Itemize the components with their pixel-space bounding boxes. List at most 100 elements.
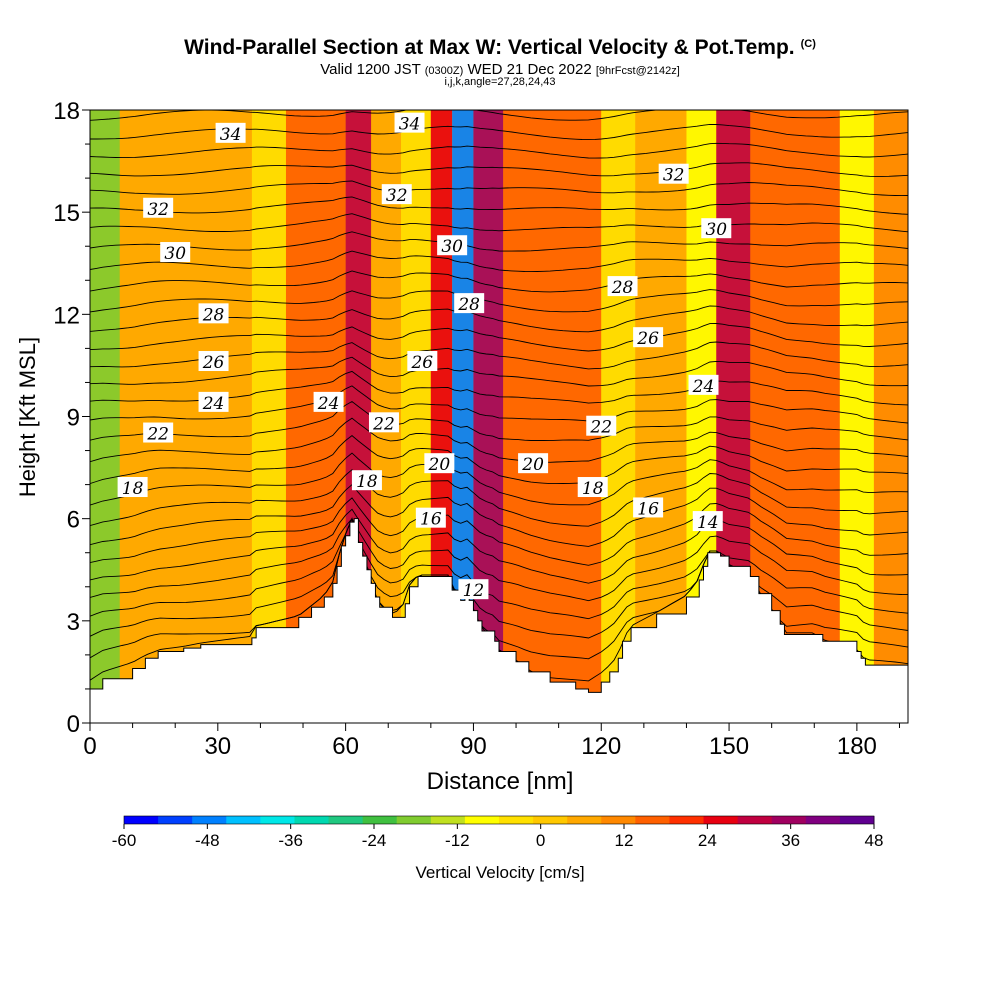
colorbar-tick-label: 0: [536, 831, 545, 850]
theta-label-text: 20: [428, 455, 451, 475]
theta-label: 20: [518, 453, 549, 475]
theta-label-text: 32: [663, 166, 685, 186]
theta-label: 22: [143, 422, 174, 445]
theta-label-text: 28: [202, 305, 225, 325]
colorbar-tick-label: 36: [781, 831, 800, 850]
theta-label: 14: [692, 511, 723, 533]
theta-contour-line: [90, 452, 908, 506]
theta-label: 28: [607, 276, 638, 298]
theta-label: 22: [586, 415, 617, 438]
theta-label: 34: [394, 112, 425, 135]
theta-label-bg: [437, 235, 468, 256]
y-tick-label: 15: [53, 200, 80, 227]
colorbar-swatch: [601, 816, 636, 824]
colorbar-swatch: [294, 816, 330, 824]
colorbar-swatch: [669, 816, 705, 824]
subtitle-utc: (0300Z): [424, 65, 464, 77]
velocity-band: [503, 110, 602, 723]
theta-contour-line: [90, 356, 908, 387]
theta-label-text: 28: [611, 278, 634, 298]
theta-label-bg: [368, 412, 399, 433]
theta-label-text: 14: [697, 513, 719, 533]
theta-label-bg: [688, 374, 719, 395]
theta-label: 30: [160, 242, 191, 264]
colorbar-swatch: [124, 816, 159, 824]
colorbar-tick-label: -60: [112, 831, 137, 850]
theta-label-bg: [658, 163, 689, 184]
theta-label: 18: [117, 477, 148, 499]
velocity-band: [839, 110, 874, 723]
theta-label-bg: [313, 391, 344, 412]
theta-label-bg: [415, 507, 446, 528]
theta-label-text: 18: [356, 472, 378, 492]
theta-label-text: 24: [202, 394, 225, 414]
theta-label-text: 18: [582, 479, 604, 499]
theta-label-bg: [381, 184, 412, 205]
theta-label: 30: [701, 218, 732, 240]
theta-label: 26: [198, 351, 229, 373]
theta-label: 28: [198, 303, 229, 325]
y-tick-label: 6: [67, 507, 80, 534]
x-axis-label: Distance [nm]: [426, 768, 574, 795]
colorbar: -60 -48 -36 -24 -12 0 12 24 36 48: [112, 815, 884, 850]
colorbar-swatch: [260, 816, 295, 824]
theta-label-text: 30: [441, 237, 463, 257]
x-tick-label: 150: [709, 733, 749, 760]
terrain-surface: [90, 518, 908, 723]
theta-label: 32: [381, 184, 412, 206]
theta-label-text: 16: [420, 510, 442, 530]
subtitle-date: WED 21 Dec 2022: [467, 61, 592, 78]
colorbar-swatch: [464, 816, 500, 824]
theta-contour-line: [90, 323, 908, 352]
theta-label-bg: [407, 351, 438, 372]
y-tick-label: 0: [67, 711, 80, 738]
theta-label-bg: [424, 453, 455, 474]
theta-contour-line: [90, 289, 908, 313]
theta-label-text: 24: [692, 377, 715, 397]
velocity-band: [90, 110, 120, 723]
colorbar-swatch: [192, 816, 227, 824]
theta-label-bg: [160, 242, 191, 263]
colorbar-swatch: [805, 816, 841, 824]
subtitle-forecast: [9hrFcst@2142z]: [595, 65, 680, 77]
theta-contour-line: [90, 196, 908, 215]
theta-label-text: 34: [399, 115, 421, 135]
copyright-mark: (C): [800, 38, 816, 50]
y-axis-label: Height [Kft MSL]: [15, 336, 40, 498]
y-tick-label: 9: [67, 405, 80, 432]
colorbar-frame: [123, 815, 875, 825]
x-tick-label: 60: [332, 733, 359, 760]
theta-contour-line: [90, 497, 908, 566]
theta-label-text: 34: [220, 125, 242, 145]
theta-label-bg: [394, 112, 425, 133]
colorbar-tick-label: 12: [615, 831, 634, 850]
theta-label: 28: [454, 293, 485, 315]
theta-label-bg: [607, 276, 638, 297]
theta-label-text: 30: [164, 244, 186, 264]
theta-label-text: 28: [457, 295, 480, 315]
theta-label-bg: [198, 303, 229, 324]
theta-label: 16: [633, 497, 664, 519]
theta-label-bg: [454, 293, 485, 314]
velocity-band: [430, 110, 453, 723]
theta-label-text: 32: [386, 186, 408, 206]
x-tick-label: 120: [581, 733, 621, 760]
colorbar-tick-label: 48: [865, 831, 884, 850]
theta-label-bg: [117, 477, 148, 498]
theta-contour-line: [90, 417, 908, 463]
theta-label-bg: [633, 497, 664, 518]
theta-label: 22: [368, 412, 399, 434]
theta-label-text: 26: [636, 329, 659, 349]
theta-label-bg: [143, 422, 174, 443]
x-tick-label: 180: [837, 733, 877, 760]
theta-label-text: 32: [147, 200, 169, 220]
theta-label-bg: [633, 327, 664, 348]
velocity-band: [251, 110, 286, 723]
x-tick-label: 30: [204, 733, 231, 760]
theta-contour-line: [90, 385, 908, 424]
theta-label: 16: [415, 507, 446, 530]
theta-label-bg: [577, 477, 608, 498]
theta-label-bg: [198, 391, 229, 412]
chart-subtitle: Valid 1200 JST (0300Z) WED 21 Dec 2022 […: [0, 61, 1000, 78]
theta-label-text: 20: [521, 455, 544, 475]
